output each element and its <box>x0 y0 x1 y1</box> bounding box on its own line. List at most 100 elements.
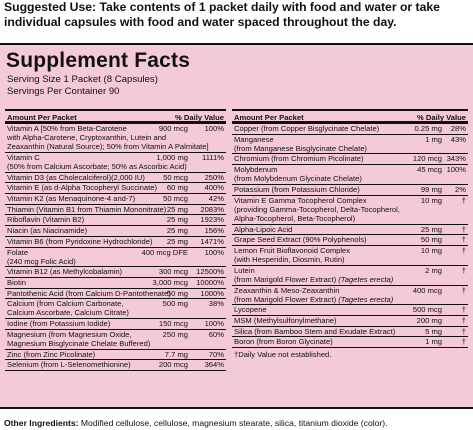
nutrient-source-line: (50% from Calcium Ascorbate; 50% as Asco… <box>7 162 187 171</box>
nutrient-name: Selenium (from L-Selenomethionine) <box>7 360 131 369</box>
nutrient-name: Boron (from Boron Glycinate) <box>234 337 333 346</box>
panel-title: Supplement Facts <box>6 49 191 72</box>
nutrient-name-line: Vitamin K2 (as Menaquinone-4 and-7) <box>7 194 136 204</box>
footnote: †Daily Value not established. <box>234 350 332 360</box>
nutrient-amount: 200 mg <box>416 316 442 325</box>
nutrient-source-line: (from Manganese Bisglycinate Chelate) <box>234 144 367 153</box>
nutrient-name: Vitamin E (as d-Alpha Tocopheryl Succina… <box>7 183 157 192</box>
nutrient-name: Grape Seed Extract (90% Polyphenols) <box>234 235 367 244</box>
nutrient-row: Pantothenic Acid (from Calcium D-Pantoth… <box>5 289 226 300</box>
nutrient-name: Vitamin A [50% from Beta-Carotene with Al… <box>7 124 209 151</box>
nutrient-name-line: Chromium (from Chromium Picolinate) <box>234 154 364 164</box>
header-daily-value: % Daily Value <box>175 113 224 122</box>
nutrient-name-line: Lycopene <box>234 305 267 315</box>
nutrient-amount: 50 mcg <box>163 194 188 204</box>
nutrient-name: Copper (from Copper Bisglycinate Chelate… <box>234 124 379 133</box>
nutrient-amount: 0.25 mg <box>414 124 442 133</box>
nutrient-amount: 25 mg <box>166 204 188 214</box>
nutrient-row: Selenium (from L-Selenomethionine) 200 mc… <box>5 360 226 372</box>
nutrient-name: Silica (from Bamboo Stem and Exudate Ext… <box>234 327 395 336</box>
nutrient-row: MSM (Methylsulfonylmethane) 200 mg † <box>232 316 468 327</box>
nutrient-row: Copper (from Copper Bisglycinate Chelate… <box>232 124 468 135</box>
nutrient-name-line: Zinc (from Zinc Picolinate) <box>7 349 96 359</box>
nutrient-name-line: Vitamin E Gamma Tocopherol Complex <box>234 195 367 205</box>
nutrient-amount: 120 mcg <box>412 154 442 164</box>
nutrient-row: Calcium (from Calcium Carbonate, Calcium … <box>5 299 226 320</box>
nutrient-source-text: with Alpha-Carotene, Cryptoxanthin, Lute… <box>7 133 167 143</box>
nutrient-row: Biotin 3,000 mcg 10000% <box>5 278 226 289</box>
nutrient-name: Chromium (from Chromium Picolinate) <box>234 154 364 163</box>
header-amount: Amount Per Packet <box>234 113 304 122</box>
nutrient-name: Vitamin B6 (from Pyridoxine Hydrochlorid… <box>7 237 152 246</box>
other-ingredients-lead: Other Ingredients: <box>4 418 79 428</box>
nutrient-amount: 10 mg <box>420 195 442 205</box>
nutrient-source-line: (240 mcg Folic Acid) <box>7 257 76 266</box>
nutrient-row: Lemon Fruit Bioflavonoid Complex (with He… <box>232 246 468 266</box>
nutrient-daily-value: † <box>461 285 466 295</box>
nutrient-source-text: (50% from Calcium Ascorbate; 50% as Asco… <box>7 161 187 171</box>
servings-per-container: Servings Per Container 90 <box>7 86 120 97</box>
nutrient-amount: 50 mg <box>420 235 442 245</box>
nutrient-source-line: Magnesium Bisglycinate Chelate Buffered) <box>7 339 150 348</box>
nutrient-amount: 400 mcg DFE <box>141 247 188 257</box>
nutrient-row: Vitamin E Gamma Tocopherol Complex (provi… <box>232 196 468 225</box>
nutrient-name: Alpha-Lipoic Acid <box>234 225 292 234</box>
nutrient-daily-value: † <box>461 265 466 275</box>
nutrient-daily-value: 364% <box>204 360 224 370</box>
other-ingredients: Other Ingredients: Modified cellulose, c… <box>4 418 470 428</box>
nutrient-row: Vitamin D3 (as Cholecalciferol)(2,000 IU… <box>5 173 226 184</box>
nutrient-name: Vitamin K2 (as Menaquinone-4 and-7) <box>7 194 135 203</box>
nutrient-name-line: Vitamin B6 (from Pyridoxine Hydrochlorid… <box>7 236 153 246</box>
nutrient-daily-value: 100% <box>204 247 224 257</box>
nutrient-row: Grape Seed Extract (90% Polyphenols) 50 m… <box>232 235 468 246</box>
nutrient-name: MSM (Methylsulfonylmethane) <box>234 316 337 325</box>
nutrient-daily-value: † <box>461 305 466 315</box>
nutrient-name-line: Vitamin A [50% from Beta-Carotene <box>7 124 127 133</box>
nutrient-daily-value: 100% <box>446 165 466 175</box>
nutrient-amount: 500 mcg <box>412 305 442 315</box>
nutrient-name: Manganese (from Manganese Bisglycinate Ch… <box>234 135 367 153</box>
nutrient-amount: 2 mg <box>425 265 442 275</box>
nutrient-amount: 60 mg <box>166 183 188 193</box>
nutrient-daily-value: 2% <box>455 184 466 194</box>
nutrient-amount: 900 mcg <box>158 124 188 133</box>
nutrient-daily-value: 1471% <box>200 236 224 246</box>
nutrient-amount: 1,000 mg <box>156 152 188 162</box>
nutrient-row: Chromium (from Chromium Picolinate) 120 m… <box>232 154 468 166</box>
nutrient-row: Vitamin B12 (as Methylcobalamin) 300 mcg 1… <box>5 267 226 278</box>
nutrient-source-line: Alpha-Tocopherol, Beta-Tocopherol) <box>234 213 356 223</box>
nutrient-row: Vitamin B6 (from Pyridoxine Hydrochlorid… <box>5 237 226 248</box>
nutrient-name-line: Zeaxanthin & Meso-Zeaxanthin <box>234 285 340 295</box>
nutrient-daily-value: † <box>461 235 466 245</box>
nutrient-amount: 5 mg <box>425 326 442 336</box>
nutrient-amount: 50 mcg <box>163 172 188 182</box>
nutrient-amount: 250 mg <box>162 329 188 339</box>
nutrient-name: Lutein (from Marigold Flower Extract) (Ta… <box>234 266 393 284</box>
nutrient-table-right: Amount Per Packet % Daily Value Copper (… <box>232 109 468 407</box>
nutrient-name-line: Iodine (from Potassium Iodide) <box>7 319 111 329</box>
nutrient-name: Zinc (from Zinc Picolinate) <box>7 350 95 359</box>
nutrient-name: Vitamin C (50% from Calcium Ascorbate; 50… <box>7 153 187 171</box>
nutrient-name-line: Lutein <box>234 265 255 275</box>
nutrient-name-line: Calcium (from Calcium Carbonate, <box>7 299 124 309</box>
nutrient-row: Magnesium (from Magnesium Oxide, Magnesiu… <box>5 330 226 350</box>
nutrient-row: Zeaxanthin & Meso-Zeaxanthin (from Marigo… <box>232 286 468 306</box>
nutrient-name-line: Silica (from Bamboo Stem and Exudate Ext… <box>234 326 396 336</box>
supplement-facts-panel: Supplement Facts Serving Size 1 Packet (… <box>0 43 473 409</box>
nutrient-amount: 25 mg <box>166 226 188 236</box>
nutrient-row: Zinc (from Zinc Picolinate) 7.7 mg 70% <box>5 350 226 361</box>
nutrient-name-line: Copper (from Copper Bisglycinate Chelate… <box>234 124 380 133</box>
nutrient-daily-value: † <box>461 337 466 347</box>
nutrient-source-line: (with Hesperidin, Diosmin, Rutin) <box>234 255 350 264</box>
nutrient-source-line: (providing Gamma-Tocopherol, Delta-Tocop… <box>234 205 400 214</box>
nutrient-row: Niacin (as Niacinamide) 25 mg 156% <box>5 226 226 237</box>
nutrient-source-text: (with Hesperidin, Diosmin, Rutin) <box>234 255 345 265</box>
nutrient-name-line: Vitamin D3 (as Cholecalciferol)(2,000 IU… <box>7 172 145 182</box>
nutrient-source-text: (from Manganese Bisglycinate Chelate) <box>234 143 367 153</box>
nutrient-daily-value: 43% <box>450 134 466 144</box>
nutrient-name: Potassium (from Potassium Chloride) <box>234 185 360 194</box>
nutrient-source-line: (from Molybdenum Glycinate Chelate) <box>234 174 362 183</box>
nutrient-amount: 400 mcg <box>412 285 442 295</box>
nutrient-amount: 10 mg <box>420 245 442 255</box>
nutrient-daily-value: † <box>461 195 466 205</box>
